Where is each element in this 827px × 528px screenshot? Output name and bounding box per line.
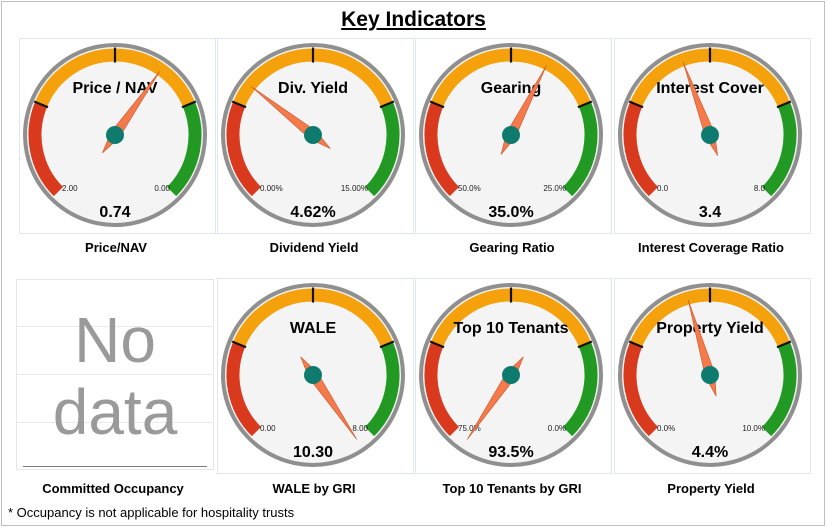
tick-mark [628, 100, 644, 109]
gauge-price-nav: Price / NAV 2.00 0.00 0.74 [23, 43, 207, 227]
scale-max-label: 0.0% [548, 424, 566, 433]
gauge-top-tenants: Top 10 Tenants 75.0% 0.0% 93.5% [419, 283, 603, 467]
band-red [226, 101, 262, 197]
gauge-title: Property Yield [656, 320, 764, 337]
band-green [364, 341, 400, 437]
scale-max-label: 25.0% [543, 184, 566, 193]
gauge-interest-cover: Interest Cover 0.0 8.0 3.4 [618, 43, 802, 227]
gauge-value: 93.5% [488, 444, 533, 461]
caption-wale: WALE by GRI [272, 481, 356, 496]
no-data-label: No data [52, 304, 178, 448]
needle-hub [106, 126, 124, 144]
scale-min-label: 0.00 [260, 424, 276, 433]
tick-mark [231, 100, 247, 109]
scale-min-label: 0.0% [657, 424, 675, 433]
gauge-panel-wale: WALE 0.00 8.00 10.30 [217, 278, 414, 474]
tick-mark [577, 100, 593, 109]
needle-hub [304, 366, 322, 384]
scale-min-label: 0.00% [260, 184, 283, 193]
needle-hub [701, 366, 719, 384]
tick-mark [577, 340, 593, 349]
tick-mark [379, 340, 395, 349]
band-green [562, 101, 598, 197]
band-green [166, 101, 202, 197]
gauge-title: Gearing [481, 80, 541, 97]
scale-min-label: 2.00 [62, 184, 78, 193]
gauge-wale: WALE 0.00 8.00 10.30 [221, 283, 405, 467]
scale-max-label: 8.00 [352, 424, 368, 433]
no-data-panel: No data [16, 279, 214, 470]
tick-mark [429, 340, 445, 349]
caption-committed-occupancy: Committed Occupancy [42, 481, 184, 496]
scale-min-label: 0.0 [657, 184, 669, 193]
caption-interest-cover: Interest Coverage Ratio [638, 240, 784, 255]
caption-price-nav: Price/NAV [85, 240, 147, 255]
gauge-panel-price-nav: Price / NAV 2.00 0.00 0.74 [19, 38, 216, 234]
tick-mark [776, 100, 792, 109]
needle-hub [701, 126, 719, 144]
tick-mark [776, 340, 792, 349]
tick-mark [231, 340, 247, 349]
gauge-value: 0.74 [99, 204, 130, 221]
scale-min-label: 75.0% [458, 424, 481, 433]
gauge-dividend-yield: Div. Yield 0.00% 15.00% 4.62% [221, 43, 405, 227]
page-title: Key Indicators [341, 8, 486, 31]
gauge-panel-top-tenants: Top 10 Tenants 75.0% 0.0% 93.5% [415, 278, 612, 474]
scale-min-label: 50.0% [458, 184, 481, 193]
scale-max-label: 10.0% [742, 424, 765, 433]
band-green [562, 341, 598, 437]
tick-mark [181, 100, 197, 109]
gauge-title: Div. Yield [278, 80, 348, 97]
gauge-value: 4.4% [692, 444, 728, 461]
caption-property-yield: Property Yield [667, 481, 755, 496]
gauge-panel-interest-cover: Interest Cover 0.0 8.0 3.4 [614, 38, 811, 234]
band-red [424, 341, 460, 437]
gauge-title: Price / NAV [72, 80, 157, 97]
tick-mark [628, 340, 644, 349]
needle-hub [304, 126, 322, 144]
band-red [226, 341, 262, 437]
gauge-title: WALE [290, 320, 337, 337]
caption-dividend-yield: Dividend Yield [269, 240, 359, 255]
gauge-value: 3.4 [699, 204, 721, 221]
gauge-panel-dividend-yield: Div. Yield 0.00% 15.00% 4.62% [217, 38, 414, 234]
tick-mark [33, 100, 49, 109]
band-green [364, 101, 400, 197]
caption-gearing: Gearing Ratio [469, 240, 555, 255]
scale-max-label: 15.00% [341, 184, 368, 193]
tick-mark [429, 100, 445, 109]
band-red [623, 341, 659, 437]
tick-mark [379, 100, 395, 109]
needle-hub [502, 126, 520, 144]
gauge-gearing: Gearing 50.0% 25.0% 35.0% [419, 43, 603, 227]
footnote: * Occupancy is not applicable for hospit… [8, 505, 295, 520]
band-red [424, 101, 460, 197]
gauge-value: 4.62% [290, 204, 335, 221]
band-red [623, 101, 659, 197]
gauge-panel-gearing: Gearing 50.0% 25.0% 35.0% [415, 38, 612, 234]
band-red [28, 101, 64, 197]
gauge-title: Interest Cover [656, 80, 764, 97]
band-green [761, 101, 797, 197]
scale-max-label: 0.00 [154, 184, 170, 193]
needle-hub [502, 366, 520, 384]
gauge-value: 10.30 [293, 444, 333, 461]
gauge-panel-property-yield: Property Yield 0.0% 10.0% 4.4% [614, 278, 811, 474]
gauge-value: 35.0% [488, 204, 533, 221]
gauge-property-yield: Property Yield 0.0% 10.0% 4.4% [618, 283, 802, 467]
gauge-title: Top 10 Tenants [454, 320, 569, 337]
band-green [761, 341, 797, 437]
scale-max-label: 8.0 [754, 184, 766, 193]
caption-top-tenants: Top 10 Tenants by GRI [442, 481, 582, 496]
